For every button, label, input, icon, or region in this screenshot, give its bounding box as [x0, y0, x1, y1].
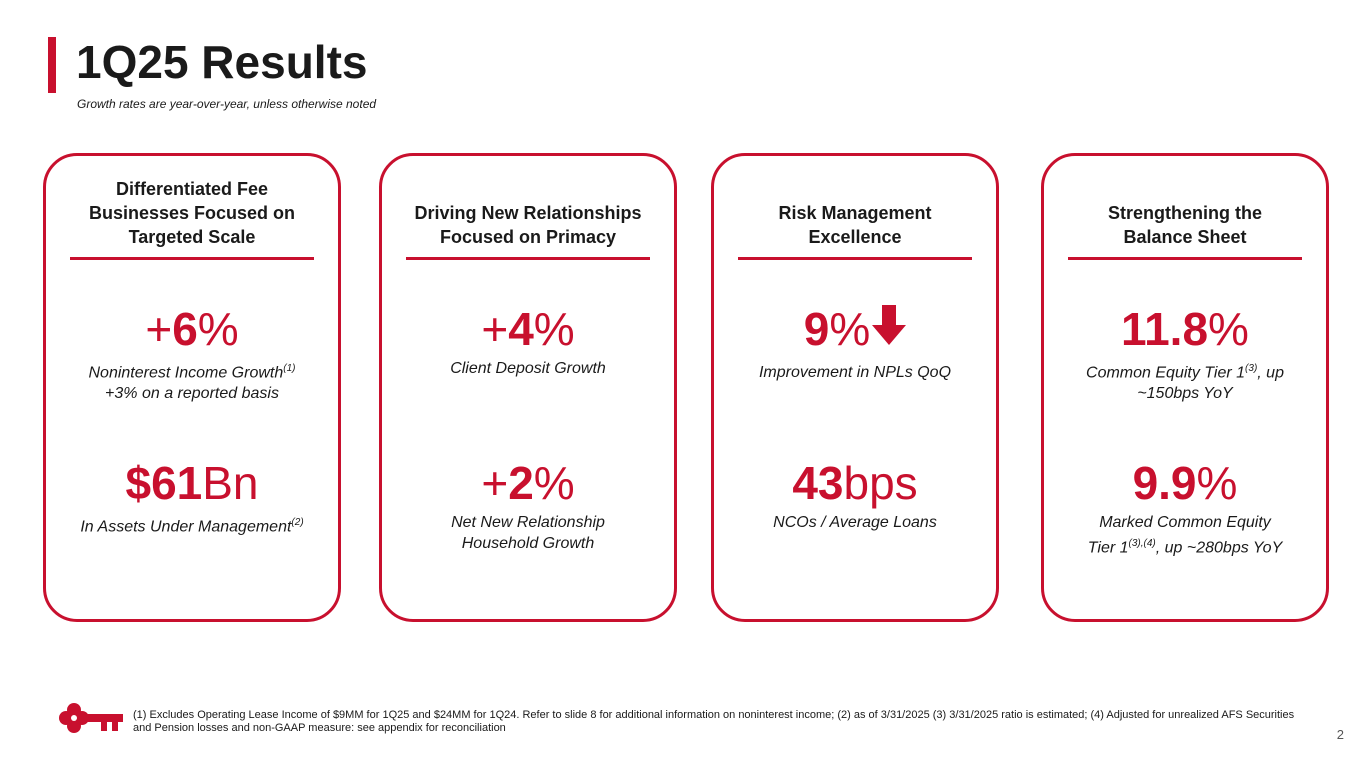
- page-title: 1Q25 Results: [76, 36, 368, 88]
- down-arrow-icon: [872, 302, 907, 356]
- metric-value: 9.9%: [1132, 457, 1238, 509]
- metric-caption: Client Deposit Growth: [450, 360, 606, 377]
- metric-caption: NCOs / Average Loans: [773, 514, 937, 531]
- key-logo-icon: [57, 703, 123, 738]
- metric-value: +4%: [481, 303, 575, 355]
- metric-noninterest-income: +6% Noninterest Income Growth(1) +3% on …: [46, 302, 338, 404]
- card-header: Differentiated Fee Businesses Focused on…: [70, 156, 314, 260]
- title-accent-bar: [48, 37, 56, 93]
- card-balance-sheet: Strengthening the Balance Sheet 11.8% Co…: [1041, 153, 1329, 622]
- card-title: Strengthening the Balance Sheet: [1108, 203, 1262, 247]
- metric-caption: In Assets Under Management(2): [80, 517, 304, 536]
- metric-cet1: 11.8% Common Equity Tier 1(3), up ~150bp…: [1044, 302, 1326, 404]
- metric-caption: Improvement in NPLs QoQ: [758, 363, 952, 381]
- card-title: Differentiated Fee Businesses Focused on…: [88, 179, 296, 247]
- metric-caption: Marked Common Equity Tier 1(3),(4), up ~…: [1087, 514, 1283, 557]
- metric-caption: Noninterest Income Growth(1) +3% on a re…: [88, 363, 296, 403]
- metric-caption: Net New Relationship Household Growth: [451, 514, 605, 552]
- card-new-relationships: Driving New Relationships Focused on Pri…: [379, 153, 677, 622]
- card-header: Risk Management Excellence: [738, 156, 972, 260]
- card-fee-businesses: Differentiated Fee Businesses Focused on…: [43, 153, 341, 622]
- page-subtitle: Growth rates are year-over-year, unless …: [77, 97, 377, 111]
- card-header: Strengthening the Balance Sheet: [1068, 156, 1302, 260]
- metric-value: 43bps: [792, 457, 918, 509]
- metric-client-deposit: +4% Client Deposit Growth: [382, 302, 674, 379]
- metric-value: 11.8%: [1121, 303, 1249, 355]
- metric-marked-cet1: 9.9% Marked Common Equity Tier 1(3),(4),…: [1044, 456, 1326, 558]
- card-header: Driving New Relationships Focused on Pri…: [406, 156, 650, 260]
- metric-caption: Common Equity Tier 1(3), up ~150bps YoY: [1086, 363, 1284, 403]
- metric-value: $61Bn: [125, 457, 259, 509]
- card-title: Driving New Relationships Focused on Pri…: [414, 203, 642, 247]
- card-title: Risk Management Excellence: [778, 203, 932, 247]
- metric-nco-ratio: 43bps NCOs / Average Loans: [714, 456, 996, 533]
- metric-household-growth: +2% Net New Relationship Household Growt…: [382, 456, 674, 554]
- metric-assets-under-management: $61Bn In Assets Under Management(2): [46, 456, 338, 537]
- card-risk-management: Risk Management Excellence 9% Improvemen…: [711, 153, 999, 622]
- footnote: (1) Excludes Operating Lease Income of $…: [133, 709, 1295, 734]
- metric-value: +2%: [481, 457, 575, 509]
- metric-value: +6%: [145, 303, 239, 355]
- metric-value: 9%: [714, 302, 996, 360]
- metric-npl-improvement: 9% Improvement in NPLs QoQ: [714, 302, 996, 383]
- page-number: 2: [1336, 727, 1344, 742]
